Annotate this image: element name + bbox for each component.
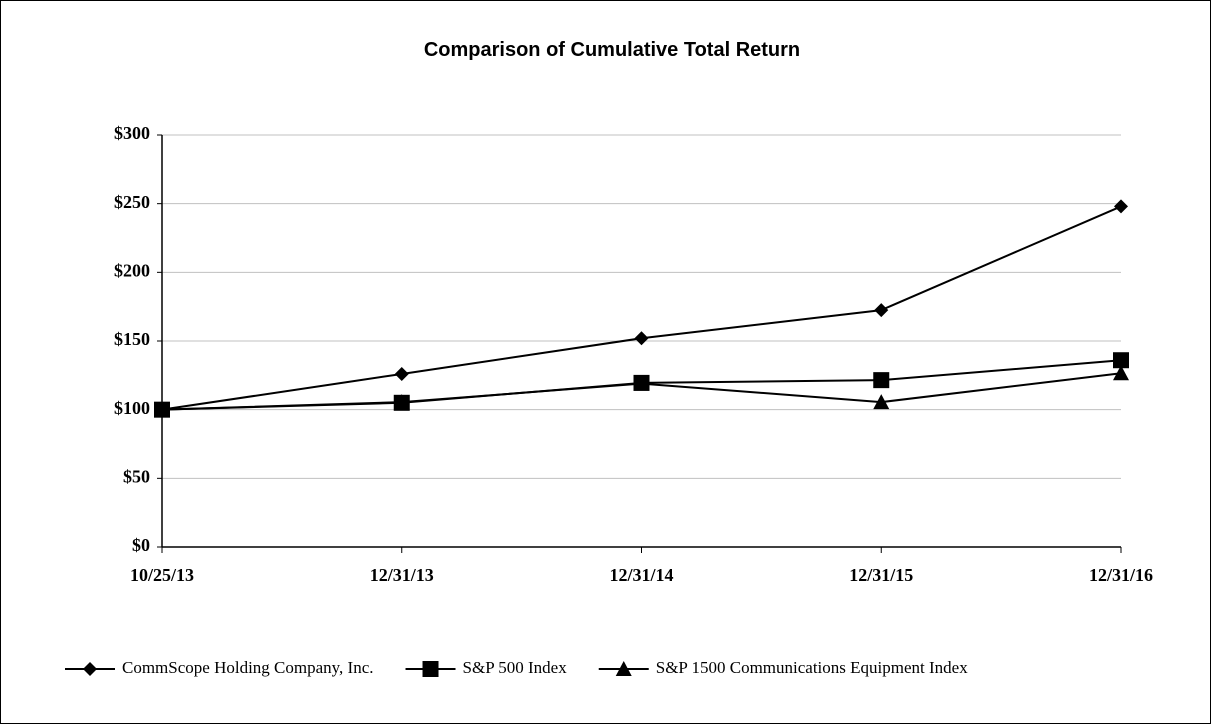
y-tick-label: $0 [132,535,150,555]
legend-label: CommScope Holding Company, Inc. [122,658,374,677]
x-tick-label: 12/31/13 [370,565,434,585]
legend-label: S&P 1500 Communications Equipment Index [656,658,968,677]
x-tick-label: 12/31/14 [609,565,673,585]
marker [873,394,890,410]
marker [634,331,649,346]
x-tick-label: 12/31/16 [1089,565,1153,585]
y-tick-label: $300 [114,123,150,143]
y-tick-label: $200 [114,260,150,280]
marker [874,303,889,318]
y-tick-label: $150 [114,329,150,349]
marker [394,366,409,381]
marker [154,401,170,417]
y-tick-label: $100 [114,398,150,418]
legend-marker [422,661,439,677]
marker [633,375,650,391]
marker [1113,352,1129,369]
legend-marker [83,662,97,676]
marker [1114,199,1128,214]
marker [393,394,410,410]
x-tick-label: 10/25/13 [130,565,194,585]
legend-label: S&P 500 Index [463,658,568,677]
y-tick-label: $50 [123,466,150,486]
x-tick-label: 12/31/15 [849,565,913,585]
marker [873,372,890,389]
chart-title: Comparison of Cumulative Total Return [424,39,800,61]
y-tick-label: $250 [114,192,150,212]
legend-marker [615,661,632,676]
marker [1113,365,1129,381]
